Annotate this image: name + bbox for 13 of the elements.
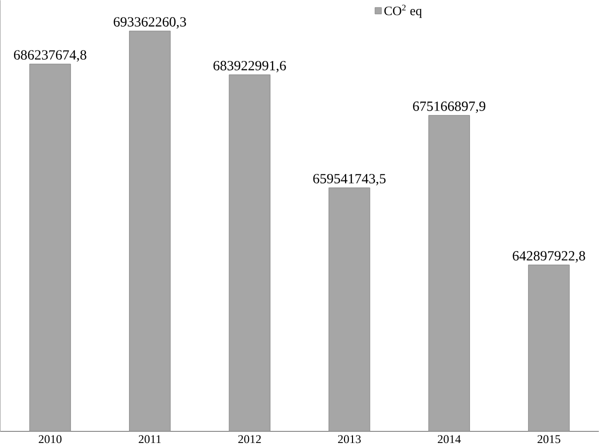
data-label: 659541743,5 [313, 174, 386, 186]
x-tick-label: 2010 [38, 435, 62, 444]
data-label: 683922991,6 [214, 61, 286, 73]
x-tick-label: 2011 [138, 435, 161, 444]
data-label: 642897922,8 [512, 251, 586, 263]
x-tick-label: 2015 [538, 435, 560, 444]
data-label: 693362260,3 [114, 17, 186, 29]
x-tick-label: 2013 [338, 435, 361, 444]
x-tick-label: 2012 [238, 435, 261, 444]
x-tick-label: 2014 [438, 435, 461, 444]
data-label: 686237674,8 [14, 50, 86, 62]
legend-label: CO$^{2}$ eq [384, 4, 422, 18]
data-label: 675166897,9 [413, 102, 486, 114]
